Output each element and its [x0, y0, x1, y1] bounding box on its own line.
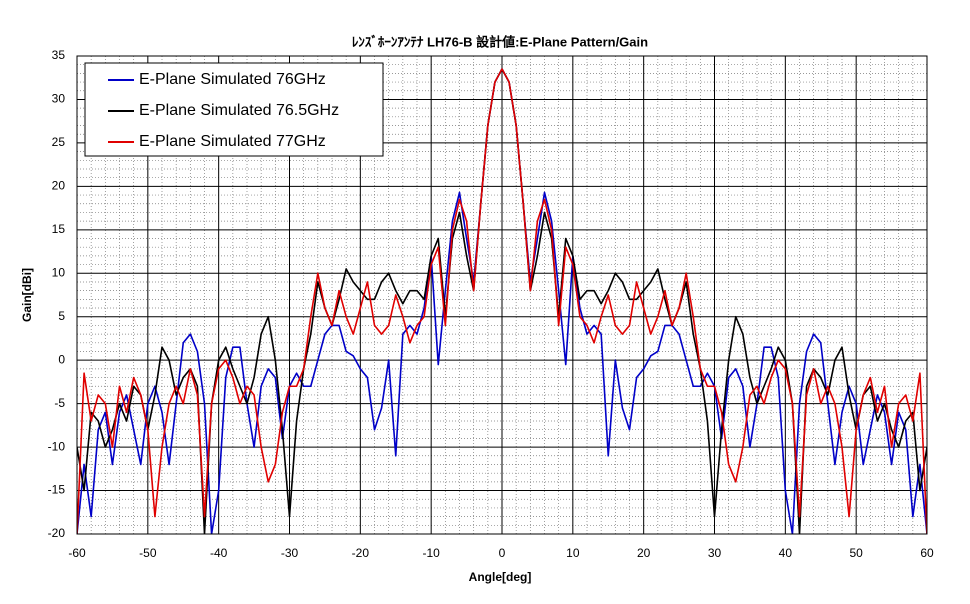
x-tick-label: 40	[779, 546, 793, 560]
chart-title: ﾚﾝｽﾞﾎｰﾝｱﾝﾃﾅ LH76-B 設計値:E-Plane Pattern/G…	[352, 34, 648, 49]
y-tick-label: 10	[52, 265, 66, 279]
legend-label: E-Plane Simulated 76.5GHz	[139, 102, 339, 119]
y-tick-label: 25	[52, 135, 66, 149]
y-tick-label: 35	[52, 48, 66, 62]
x-axis-label: Angle[deg]	[469, 570, 532, 584]
legend: E-Plane Simulated 76GHz E-Plane Simulated…	[84, 62, 384, 157]
y-tick-label: -5	[54, 396, 65, 410]
y-tick-label: 20	[52, 179, 66, 193]
legend-box	[84, 62, 384, 157]
x-tick-label: -30	[281, 546, 299, 560]
y-tick-label: -15	[48, 483, 66, 497]
x-tick-label: 0	[499, 546, 506, 560]
plot-frame	[76, 55, 928, 535]
x-tick-label: 50	[849, 546, 863, 560]
y-tick-label: 5	[58, 309, 65, 323]
x-tick-label: -40	[210, 546, 228, 560]
x-tick-label: 10	[566, 546, 580, 560]
lines	[77, 68, 927, 534]
y-tick-label: -10	[48, 439, 66, 453]
x-tick-label: -50	[139, 546, 157, 560]
y-tick-label: 0	[58, 352, 65, 366]
legend-label: E-Plane Simulated 76GHz	[139, 71, 326, 88]
y-tick-label: 15	[52, 222, 66, 236]
series-line	[77, 68, 927, 534]
x-tick-label: -10	[422, 546, 440, 560]
x-tick-label: 60	[920, 546, 934, 560]
grid	[76, 55, 928, 535]
x-tick-label: -60	[68, 546, 86, 560]
y-tick-label: 30	[52, 92, 66, 106]
y-axis-label: Gain[dBi]	[20, 268, 34, 322]
x-tick-label: 20	[637, 546, 651, 560]
x-tick-label: -20	[352, 546, 370, 560]
legend-label: E-Plane Simulated 77GHz	[139, 133, 326, 150]
y-tick-label: -20	[48, 526, 66, 540]
x-tick-label: 30	[708, 546, 722, 560]
